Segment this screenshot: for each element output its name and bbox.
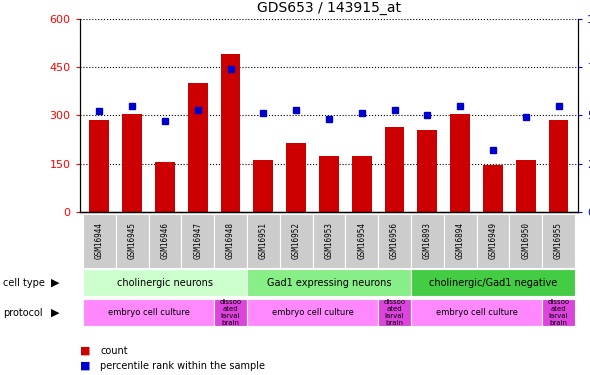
Text: ▶: ▶ bbox=[51, 278, 59, 288]
Bar bbox=[155, 162, 175, 212]
Text: GSM16951: GSM16951 bbox=[259, 222, 268, 260]
Text: embryo cell culture: embryo cell culture bbox=[435, 308, 517, 317]
Text: GSM16954: GSM16954 bbox=[357, 222, 366, 260]
Text: GSM16950: GSM16950 bbox=[521, 222, 530, 260]
Bar bbox=[418, 130, 437, 212]
Bar bbox=[444, 214, 477, 268]
Bar bbox=[181, 214, 214, 268]
Text: dissoo
ated
larval
brain: dissoo ated larval brain bbox=[384, 299, 405, 326]
Text: GSM16956: GSM16956 bbox=[390, 222, 399, 260]
Text: dissoo
ated
larval
brain: dissoo ated larval brain bbox=[219, 299, 241, 326]
Text: GSM16955: GSM16955 bbox=[554, 222, 563, 260]
Text: cholinergic neurons: cholinergic neurons bbox=[117, 278, 213, 288]
Bar bbox=[83, 299, 214, 326]
Text: GSM16948: GSM16948 bbox=[226, 222, 235, 260]
Bar bbox=[378, 299, 411, 326]
Bar bbox=[450, 114, 470, 212]
Text: GSM16952: GSM16952 bbox=[291, 222, 301, 260]
Bar bbox=[116, 214, 149, 268]
Bar bbox=[214, 299, 247, 326]
Bar bbox=[214, 214, 247, 268]
Bar bbox=[286, 142, 306, 212]
Bar bbox=[411, 299, 542, 326]
Text: GSM16944: GSM16944 bbox=[95, 222, 104, 260]
Text: protocol: protocol bbox=[3, 308, 42, 318]
Bar bbox=[313, 214, 345, 268]
Text: GSM16947: GSM16947 bbox=[194, 222, 202, 260]
Text: GSM16894: GSM16894 bbox=[455, 222, 464, 260]
Text: Gad1 expressing neurons: Gad1 expressing neurons bbox=[267, 278, 391, 288]
Text: count: count bbox=[100, 346, 128, 355]
Bar bbox=[477, 214, 509, 268]
Text: GSM16946: GSM16946 bbox=[160, 222, 169, 260]
Text: dissoo
ated
larval
brain: dissoo ated larval brain bbox=[548, 299, 569, 326]
Text: embryo cell culture: embryo cell culture bbox=[271, 308, 353, 317]
Bar bbox=[411, 269, 575, 296]
Text: GSM16945: GSM16945 bbox=[127, 222, 137, 260]
Text: GSM16893: GSM16893 bbox=[423, 222, 432, 260]
Text: ■: ■ bbox=[80, 346, 90, 355]
Bar bbox=[83, 214, 116, 268]
Bar bbox=[247, 299, 378, 326]
Title: GDS653 / 143915_at: GDS653 / 143915_at bbox=[257, 1, 401, 15]
Bar bbox=[188, 83, 208, 212]
Bar bbox=[483, 165, 503, 212]
Bar bbox=[385, 127, 404, 212]
Bar bbox=[149, 214, 181, 268]
Bar bbox=[542, 214, 575, 268]
Bar bbox=[411, 214, 444, 268]
Bar bbox=[378, 214, 411, 268]
Bar bbox=[247, 214, 280, 268]
Text: ▶: ▶ bbox=[51, 308, 59, 318]
Bar bbox=[542, 299, 575, 326]
Bar bbox=[254, 160, 273, 212]
Bar bbox=[221, 54, 240, 212]
Text: GSM16949: GSM16949 bbox=[489, 222, 497, 260]
Bar bbox=[352, 156, 372, 212]
Text: embryo cell culture: embryo cell culture bbox=[107, 308, 189, 317]
Text: GSM16953: GSM16953 bbox=[324, 222, 333, 260]
Text: cell type: cell type bbox=[3, 278, 45, 288]
Bar bbox=[280, 214, 313, 268]
Text: ■: ■ bbox=[80, 361, 90, 370]
Bar bbox=[83, 269, 247, 296]
Bar bbox=[122, 114, 142, 212]
Bar bbox=[516, 160, 536, 212]
Text: cholinergic/Gad1 negative: cholinergic/Gad1 negative bbox=[429, 278, 557, 288]
Text: percentile rank within the sample: percentile rank within the sample bbox=[100, 361, 266, 370]
Bar bbox=[345, 214, 378, 268]
Bar bbox=[247, 269, 411, 296]
Bar bbox=[549, 120, 568, 212]
Bar bbox=[319, 156, 339, 212]
Bar bbox=[90, 120, 109, 212]
Bar bbox=[509, 214, 542, 268]
